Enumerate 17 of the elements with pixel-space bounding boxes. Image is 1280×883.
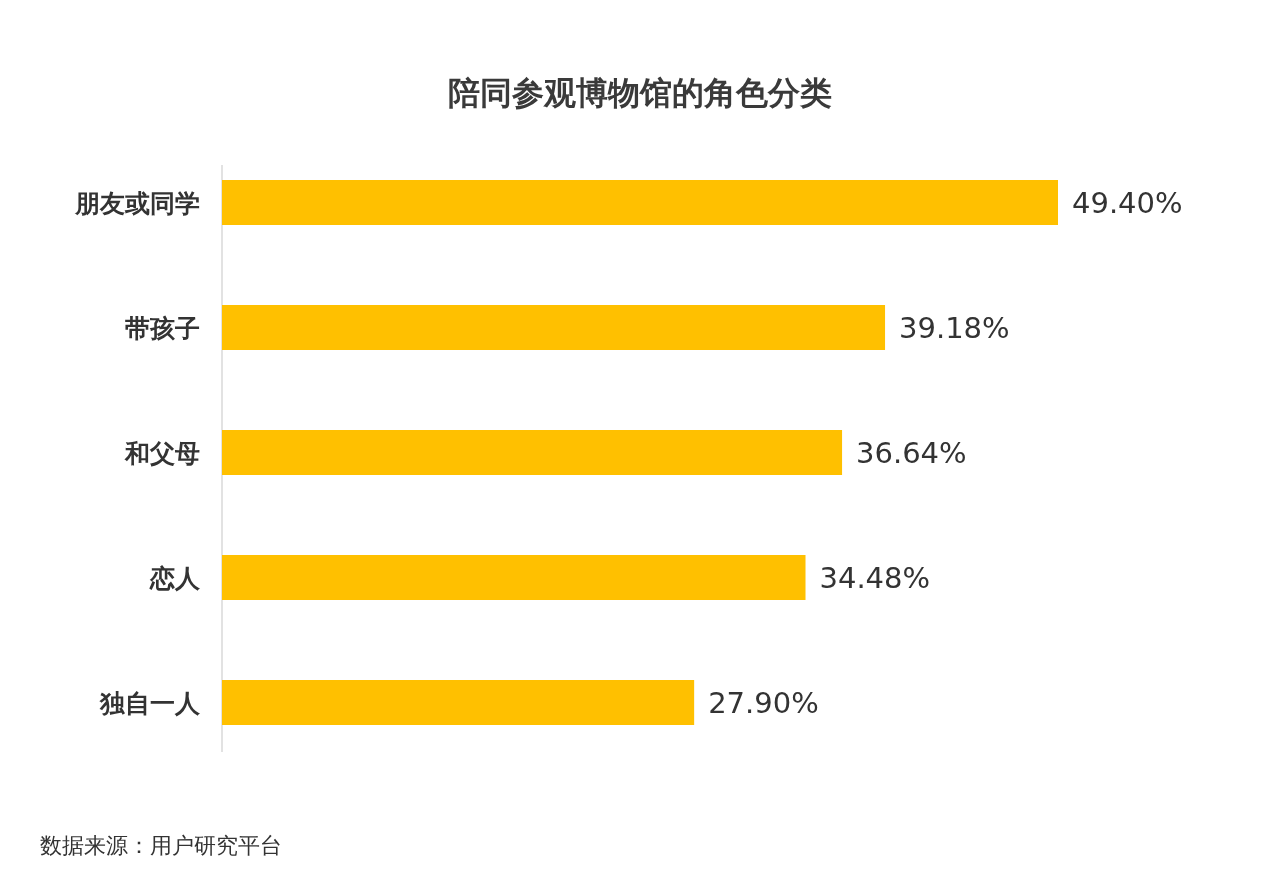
bar <box>222 305 886 350</box>
data-label: 49.40% <box>1072 185 1183 220</box>
data-label: 36.64% <box>856 435 967 470</box>
bar <box>222 180 1058 225</box>
bar <box>222 430 843 475</box>
y-tick-label: 恋人 <box>149 563 201 593</box>
y-tick-label: 独自一人 <box>99 688 201 718</box>
source-note: 数据来源：用户研究平台 <box>40 833 282 858</box>
data-label: 34.48% <box>819 560 931 595</box>
bar <box>222 555 806 600</box>
y-tick-label: 朋友或同学 <box>74 188 200 218</box>
bar <box>222 680 695 725</box>
y-tick-label: 带孩子 <box>125 313 200 343</box>
y-tick-label: 和父母 <box>124 438 200 468</box>
data-label: 27.90% <box>708 685 819 720</box>
data-label: 39.18% <box>899 310 1010 345</box>
chart-title: 陪同参观博物馆的角色分类 <box>448 74 832 112</box>
